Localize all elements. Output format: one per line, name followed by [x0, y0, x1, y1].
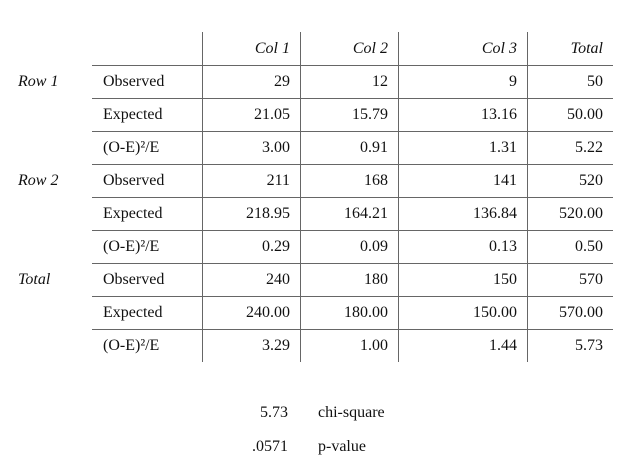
measure-label: (O-E)²/E — [103, 139, 160, 156]
cell-value: 218.95 — [246, 205, 290, 222]
cell-value: 21.05 — [254, 106, 290, 123]
column-divider — [202, 32, 203, 362]
row-divider — [92, 197, 613, 198]
cell-value: 150 — [493, 271, 517, 288]
stat-label: chi-square — [318, 404, 385, 421]
cell-value: 29 — [274, 73, 290, 90]
column-divider — [300, 32, 301, 362]
cell-value: 0.29 — [262, 238, 290, 255]
measure-label: Observed — [103, 73, 165, 90]
cell-value: 168 — [364, 172, 388, 189]
cell-value: 150.00 — [473, 304, 517, 321]
cell-value: 520.00 — [559, 205, 603, 222]
cell-value: 9 — [509, 73, 517, 90]
cell-value: 180.00 — [344, 304, 388, 321]
row-divider — [92, 65, 613, 66]
cell-value: 0.50 — [575, 238, 603, 255]
cell-value: 0.09 — [360, 238, 388, 255]
measure-label: Observed — [103, 271, 165, 288]
measure-label: (O-E)²/E — [103, 337, 160, 354]
cell-value: 164.21 — [344, 205, 388, 222]
stat-label: p-value — [318, 438, 366, 455]
cell-value: 50 — [587, 73, 603, 90]
column-divider — [527, 32, 528, 362]
cell-value: 0.91 — [360, 139, 388, 156]
cell-value: 240.00 — [246, 304, 290, 321]
row-divider — [92, 98, 613, 99]
row-group-label: Row 2 — [18, 172, 59, 189]
cell-value: 570 — [579, 271, 603, 288]
row-divider — [92, 296, 613, 297]
cell-value: 1.31 — [489, 139, 517, 156]
row-divider — [92, 164, 613, 165]
cell-value: 3.00 — [262, 139, 290, 156]
column-divider — [398, 32, 399, 362]
cell-value: 240 — [266, 271, 290, 288]
cell-value: 5.73 — [575, 337, 603, 354]
cell-value: 13.16 — [481, 106, 517, 123]
measure-label: Expected — [103, 106, 163, 123]
stat-value: .0571 — [252, 438, 288, 455]
cell-value: 12 — [372, 73, 388, 90]
measure-label: (O-E)²/E — [103, 238, 160, 255]
column-header: Col 2 — [352, 40, 388, 57]
column-header: Col 3 — [481, 40, 517, 57]
cell-value: 3.29 — [262, 337, 290, 354]
cell-value: 50.00 — [567, 106, 603, 123]
cell-value: 1.44 — [489, 337, 517, 354]
column-header: Total — [570, 40, 603, 57]
row-divider — [92, 329, 613, 330]
cell-value: 570.00 — [559, 304, 603, 321]
measure-label: Expected — [103, 304, 163, 321]
column-header: Col 1 — [254, 40, 290, 57]
cell-value: 136.84 — [473, 205, 517, 222]
cell-value: 15.79 — [352, 106, 388, 123]
row-divider — [92, 230, 613, 231]
row-divider — [92, 263, 613, 264]
cell-value: 520 — [579, 172, 603, 189]
row-group-label: Total — [18, 271, 51, 288]
cell-value: 0.13 — [489, 238, 517, 255]
cell-value: 211 — [266, 172, 290, 189]
cell-value: 141 — [493, 172, 517, 189]
measure-label: Observed — [103, 172, 165, 189]
row-group-label: Row 1 — [18, 73, 59, 90]
cell-value: 5.22 — [575, 139, 603, 156]
row-divider — [92, 131, 613, 132]
stat-value: 5.73 — [260, 404, 288, 421]
cell-value: 180 — [364, 271, 388, 288]
cell-value: 1.00 — [360, 337, 388, 354]
measure-label: Expected — [103, 205, 163, 222]
